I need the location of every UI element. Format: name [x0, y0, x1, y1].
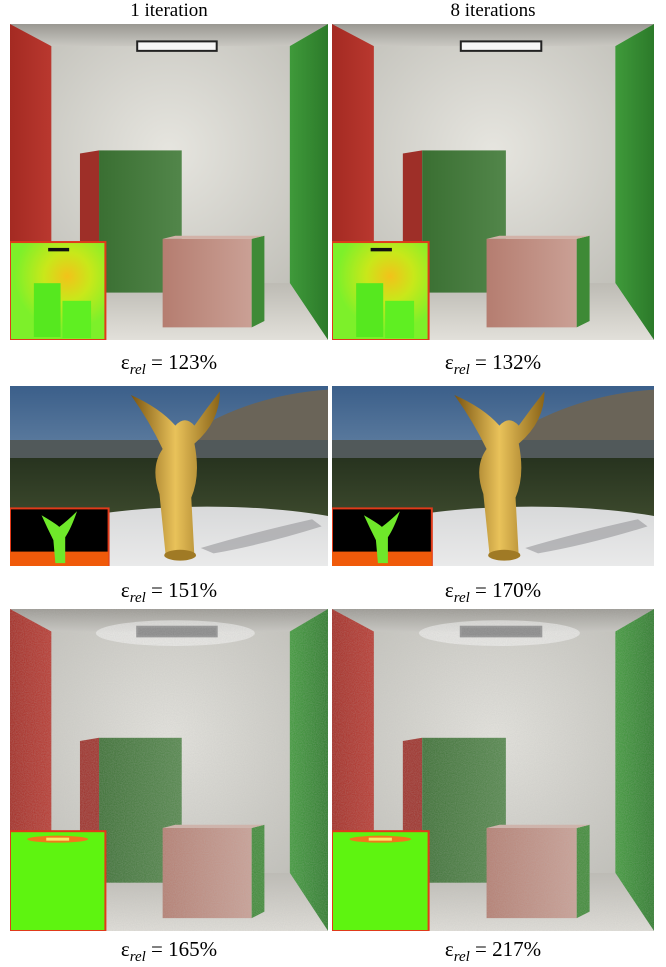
error-caption: εrel = 123%: [120, 350, 218, 378]
render-angel-8-iterations: [332, 386, 654, 566]
render-cornell-noisy-1-iteration: [10, 609, 328, 931]
render-cornell-1-iteration: [10, 24, 328, 340]
error-caption: εrel = 217%: [444, 937, 542, 965]
render-cornell-noisy-8-iterations: [332, 609, 654, 931]
error-caption: εrel = 132%: [444, 350, 542, 378]
column-header-1: 1 iteration: [130, 0, 208, 21]
error-caption: εrel = 165%: [120, 937, 218, 965]
column-header-2: 8 iterations: [450, 0, 536, 21]
error-caption: εrel = 151%: [120, 578, 218, 606]
render-cornell-8-iterations: [332, 24, 654, 340]
error-caption: εrel = 170%: [444, 578, 542, 606]
render-angel-1-iteration: [10, 386, 328, 566]
